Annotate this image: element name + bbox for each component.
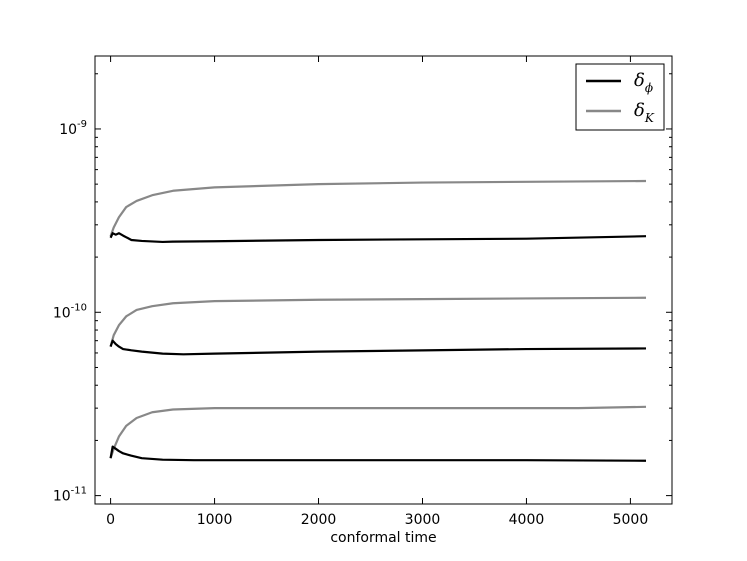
ticks-layer: 0 1000 2000 3000 4000 5000 10-11 10-10 10-9 [53, 56, 672, 528]
series-line-4 [109, 405, 647, 459]
axes-frame [94, 55, 673, 505]
y-tick-label-2: 10-9 [59, 119, 87, 138]
x-tick-label-4: 4000 [509, 512, 545, 528]
x-axis-label: conformal time [330, 530, 436, 546]
series-line-0 [109, 179, 647, 237]
legend-entry-0: δϕ [634, 70, 653, 95]
legend-box [575, 63, 665, 131]
legend: δϕ δK [575, 63, 665, 131]
legend-entry-1: δK [634, 100, 655, 125]
x-tick-label-3: 3000 [405, 512, 441, 528]
plot-area: 0 1000 2000 3000 4000 5000 10-11 10-10 10-9 [53, 55, 673, 528]
x-tick-label-0: 0 [106, 512, 115, 528]
series-layer [109, 179, 647, 462]
series-line-1 [109, 232, 647, 244]
series-line-2 [109, 296, 647, 347]
y-tick-label-1: 10-10 [53, 302, 87, 321]
x-tick-label-1: 1000 [197, 512, 233, 528]
x-tick-label-5: 5000 [613, 512, 649, 528]
x-tick-label-2: 2000 [301, 512, 337, 528]
series-line-3 [109, 339, 647, 356]
series-line-5 [109, 445, 647, 462]
y-tick-label-0: 10-11 [53, 486, 87, 505]
